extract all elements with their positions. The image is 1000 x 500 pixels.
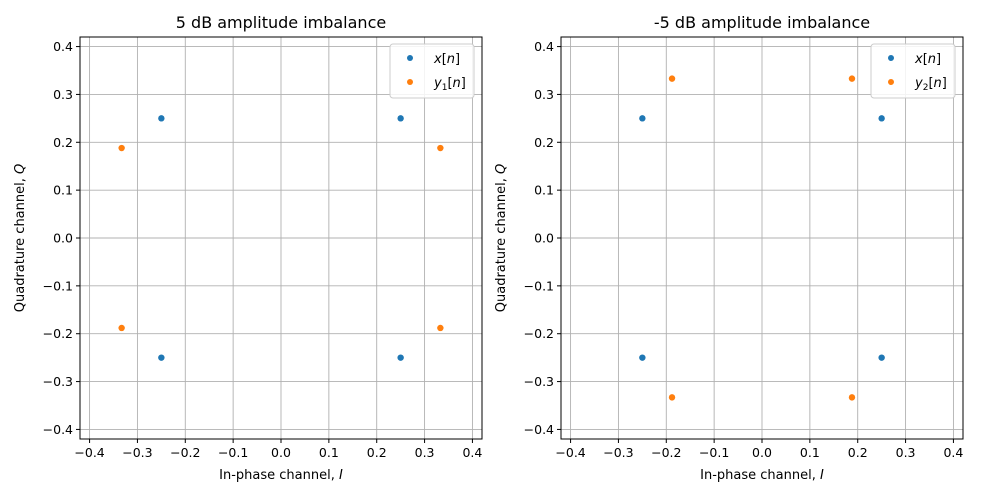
data-point-y [437,144,444,152]
y-tick-label: 0.2 [534,135,554,150]
legend-marker [407,55,413,61]
y-tick-label: 0.3 [53,87,73,102]
chart-left: −0.4−0.4 −0.3 −0.3 −0.2 −0.2 −0.1 −0.1 0.0 0.0 0.… [13,13,483,483]
x-tick-label: 0.1 [800,445,820,460]
legend: x[n] y2[n] [870,43,956,99]
x-tick-label: 0.4 [462,445,482,460]
legend: x[n] y1[n] [389,43,475,99]
chart-right: −0.4−0.4 −0.3 −0.3 −0.2 −0.2 −0.1 −0.1 0.0 0.0 0.… [494,13,964,483]
y-tick-label: −0.1 [43,278,73,293]
chart-title: 5 dB amplitude imbalance [176,13,386,32]
legend-label: x[n] [914,52,941,67]
x-tick-label: 0.3 [415,445,435,460]
y-tick-label: 0.0 [534,231,554,246]
y-tick-label: −0.1 [524,278,554,293]
legend-label: x[n] [433,52,460,67]
legend-label: y1[n] [433,76,466,93]
x-tick-label: −0.2 [170,445,200,460]
x-tick-label: −0.4 [74,445,104,460]
x-tick-label: 0.4 [943,445,963,460]
legend-marker [888,55,894,61]
chart-title: -5 dB amplitude imbalance [654,13,870,32]
y-tick-label: 0.4 [53,39,73,54]
x-tick-label: −0.4 [555,445,585,460]
x-tick-label: −0.3 [603,445,633,460]
y-tick-label: −0.3 [43,374,73,389]
y-tick-label: 0.4 [534,39,554,54]
data-point-x [397,354,404,361]
plot-frame [79,36,483,440]
x-tick-label: −0.2 [651,445,681,460]
x-axis-label: In-phase channel, I [219,468,343,483]
data-point-x [878,115,885,122]
y-tick-label: −0.2 [43,326,73,341]
x-tick-label: 0.1 [319,445,339,460]
plot-frame [560,36,964,440]
y-tick-label: −0.2 [524,326,554,341]
data-point-x [878,354,885,361]
x-tick-label: 0.2 [367,445,387,460]
data-point-x [158,354,165,361]
x-tick-label: −0.1 [699,445,729,460]
x-axis-label: In-phase channel, I [700,468,824,483]
data-point-y [118,324,125,332]
x-tick-label: 0.2 [848,445,868,460]
x-tick-label: 0.0 [271,445,291,460]
y-tick-label: −0.4 [524,422,554,437]
data-point-x [639,115,646,122]
data-point-y [668,75,676,82]
data-point-x [397,115,404,122]
y-tick-label: 0.0 [53,231,73,246]
data-point-y [848,75,856,82]
x-tick-label: −0.3 [122,445,152,460]
data-point-y [437,324,444,332]
data-point-y [668,394,676,401]
y-tick-label: 0.1 [534,183,554,198]
y-axis-label: Quadrature channel, Q [13,164,28,312]
y-tick-label: 0.2 [53,135,73,150]
legend-marker [888,79,894,85]
y-tick-label: 0.1 [53,183,73,198]
data-point-y [118,144,125,152]
y-tick-label: 0.3 [534,87,554,102]
x-tick-label: 0.3 [896,445,916,460]
x-tick-label: −0.1 [218,445,248,460]
y-axis-label: Quadrature channel, Q [494,164,509,312]
data-point-x [158,115,165,122]
y-tick-label: −0.3 [524,374,554,389]
legend-label: y2[n] [914,76,947,93]
data-point-x [639,354,646,361]
x-tick-label: 0.0 [752,445,772,460]
legend-marker [407,79,413,85]
y-tick-label: −0.4 [43,422,73,437]
data-point-y [848,394,856,401]
